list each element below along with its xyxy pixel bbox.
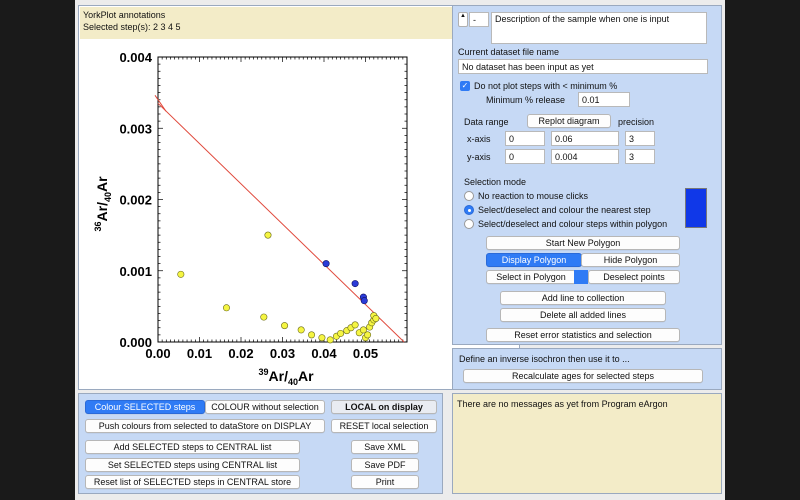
x-tick-label: 0.02	[228, 346, 253, 361]
reset-error-button[interactable]: Reset error statistics and selection	[486, 328, 680, 342]
reset-local-selection-button[interactable]: RESET local selection	[331, 419, 437, 433]
mode-nearest-label: Select/deselect and colour the nearest s…	[478, 205, 651, 215]
dataset-file-field: No dataset has been input as yet	[458, 59, 708, 74]
chevron-up-icon[interactable]: ▲	[460, 13, 466, 19]
delete-lines-button[interactable]: Delete all added lines	[500, 308, 666, 322]
plot-panel: YorkPlot annotations Selected step(s): 2…	[78, 5, 520, 390]
hide-polygon-button[interactable]: Hide Polygon	[581, 253, 680, 267]
data-point-selected	[360, 297, 368, 305]
recalculate-ages-button[interactable]: Recalculate ages for selected steps	[463, 369, 703, 383]
selected-steps-label: Selected step(s):	[83, 22, 151, 32]
data-point-unselected	[364, 331, 372, 339]
y-tick-label: 0.003	[119, 121, 152, 136]
selection-colour-swatch[interactable]	[685, 188, 707, 228]
y-tick-label: 0.004	[119, 50, 152, 65]
y-axis-label: 36Ar/40Ar	[93, 176, 113, 232]
select-in-polygon-button[interactable]: Select in Polygon	[486, 270, 576, 284]
start-new-polygon-button[interactable]: Start New Polygon	[486, 236, 680, 250]
stepper-value-field[interactable]: -	[469, 12, 489, 27]
min-release-label: Minimum % release	[486, 95, 566, 105]
data-point-unselected	[281, 322, 289, 330]
x-max-input[interactable]: 0.06	[551, 131, 619, 146]
data-point-unselected	[359, 326, 367, 334]
colour-selected-button[interactable]: Colour SELECTED steps	[85, 400, 205, 414]
isochron-panel: Define an inverse isochron then use it t…	[452, 348, 722, 390]
data-point-unselected	[337, 329, 345, 337]
x-tick-label: 0.01	[187, 346, 212, 361]
y-tick-label: 0.000	[119, 335, 152, 350]
reset-central-list-button[interactable]: Reset list of SELECTED steps in CENTRAL …	[85, 475, 300, 489]
isochron-line-intercept	[154, 95, 167, 112]
polygon-toggle-indicator	[574, 270, 588, 284]
annotations-box: YorkPlot annotations Selected step(s): 2…	[80, 7, 518, 39]
data-point-unselected	[308, 331, 316, 339]
data-point-unselected	[297, 326, 305, 334]
sample-stepper[interactable]: ▲	[458, 12, 468, 27]
min-release-input[interactable]: 0.01	[578, 92, 630, 107]
y-tick-label: 0.001	[119, 264, 152, 279]
isochron-prompt: Define an inverse isochron then use it t…	[459, 354, 630, 364]
data-point-unselected	[372, 314, 380, 322]
mode-none-label: No reaction to mouse clicks	[478, 191, 589, 201]
mode-polygon-radio[interactable]	[464, 219, 474, 229]
data-point-selected	[322, 260, 330, 268]
data-point-unselected	[326, 336, 334, 344]
app-window: YorkPlot annotations Selected step(s): 2…	[75, 0, 725, 500]
x-tick-label: 0.00	[145, 346, 170, 361]
save-xml-button[interactable]: Save XML	[351, 440, 419, 454]
add-line-button[interactable]: Add line to collection	[500, 291, 666, 305]
y-axis-label: y-axis	[467, 152, 491, 162]
save-pdf-button[interactable]: Save PDF	[351, 458, 419, 472]
data-point-unselected	[177, 270, 185, 278]
deselect-points-button[interactable]: Deselect points	[588, 270, 680, 284]
mode-polygon-label: Select/deselect and colour steps within …	[478, 219, 668, 229]
x-tick-label: 0.04	[311, 346, 337, 361]
data-point-unselected	[264, 231, 272, 239]
x-tick-label: 0.03	[270, 346, 295, 361]
mode-none-radio[interactable]	[464, 191, 474, 201]
precision-label: precision	[618, 117, 655, 127]
data-point-unselected	[260, 313, 268, 321]
y-min-input[interactable]: 0	[505, 149, 545, 164]
push-colours-button[interactable]: Push colours from selected to dataStore …	[85, 419, 325, 433]
plot-frame	[157, 56, 408, 343]
selected-steps-value: 2 3 4 5	[153, 22, 181, 32]
dataset-label: Current dataset file name	[458, 47, 560, 57]
min-percent-check-label: Do not plot steps with < minimum %	[474, 81, 618, 91]
left-button-panel: Colour SELECTED steps COLOUR without sel…	[78, 393, 443, 494]
x-axis-label: x-axis	[467, 134, 491, 144]
y-tick-label: 0.002	[119, 193, 152, 208]
y-max-input[interactable]: 0.004	[551, 149, 619, 164]
display-polygon-button[interactable]: Display Polygon	[486, 253, 582, 267]
y-axis-label-group: 36Ar/40Ar	[93, 176, 113, 232]
min-percent-checkbox[interactable]: ✓	[460, 81, 470, 91]
add-selected-steps-button[interactable]: Add SELECTED steps to CENTRAL list	[85, 440, 300, 454]
mode-nearest-radio[interactable]	[464, 205, 474, 215]
x-tick-label: 0.05	[353, 346, 378, 361]
sample-description-field[interactable]: Description of the sample when one is in…	[491, 12, 707, 44]
data-point-selected	[351, 280, 359, 288]
y-precision-input[interactable]: 3	[625, 149, 655, 164]
isochron-line	[157, 102, 405, 343]
annotations-title: YorkPlot annotations	[83, 10, 166, 20]
x-min-input[interactable]: 0	[505, 131, 545, 146]
set-selected-steps-button[interactable]: Set SELECTED steps using CENTRAL list	[85, 458, 300, 472]
local-on-display-button[interactable]: LOCAL on display	[331, 400, 437, 414]
print-button[interactable]: Print	[351, 475, 419, 489]
isochron-chart[interactable]: 0.00 0.01 0.02 0.03 0.04 0.05 0.000 0.001 0.002 0…	[79, 42, 519, 387]
messages-text: There are no messages as yet from Progra…	[457, 399, 668, 409]
x-axis-label: 39Ar/40Ar	[259, 367, 315, 387]
x-precision-input[interactable]: 3	[625, 131, 655, 146]
data-point-unselected	[351, 321, 359, 329]
data-range-label: Data range	[464, 117, 509, 127]
data-point-unselected	[222, 304, 230, 312]
data-point-unselected	[318, 334, 326, 342]
colour-without-selection-button[interactable]: COLOUR without selection	[205, 400, 325, 414]
messages-panel: There are no messages as yet from Progra…	[452, 393, 722, 494]
control-panel: ▲ - Description of the sample when one i…	[452, 5, 722, 345]
replot-diagram-button[interactable]: Replot diagram	[527, 114, 611, 128]
selection-mode-label: Selection mode	[464, 177, 527, 187]
